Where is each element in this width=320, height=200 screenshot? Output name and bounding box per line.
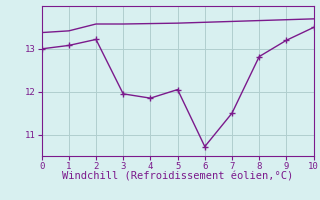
X-axis label: Windchill (Refroidissement éolien,°C): Windchill (Refroidissement éolien,°C) <box>62 172 293 182</box>
